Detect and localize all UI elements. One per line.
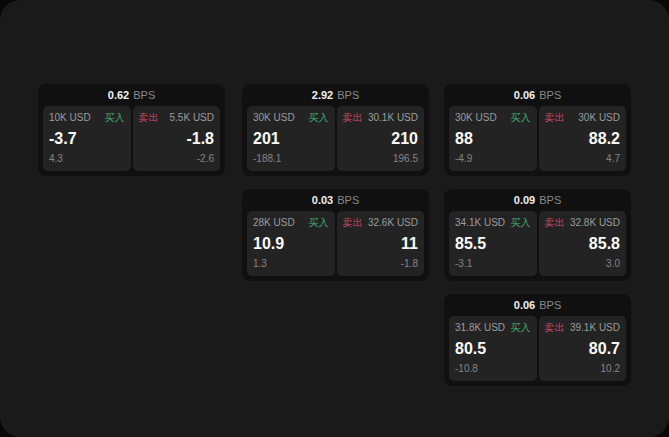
quote-card: 0.09 BPS 34.1K USD 买入 85.5 -3.1 卖出 32.8K… (444, 189, 631, 281)
buy-price: -3.7 (49, 131, 125, 147)
quote-card: 0.03 BPS 28K USD 买入 10.9 1.3 卖出 32.6K US… (242, 189, 429, 281)
bps-label: BPS (539, 299, 561, 311)
sell-sub-value: 3.0 (545, 258, 621, 269)
sell-size: 30.1K USD (368, 112, 418, 124)
buy-quote-panel[interactable]: 34.1K USD 买入 85.5 -3.1 (449, 211, 537, 276)
buy-quote-panel[interactable]: 10K USD 买入 -3.7 4.3 (43, 106, 131, 171)
sell-size: 5.5K USD (170, 112, 214, 124)
sell-label: 卖出 (139, 112, 159, 124)
sell-quote-panel[interactable]: 卖出 5.5K USD -1.8 -2.6 (133, 106, 221, 171)
buy-size: 30K USD (455, 112, 497, 124)
quote-card: 0.06 BPS 30K USD 买入 88 -4.9 卖出 30K USD 8… (444, 84, 631, 176)
buy-size: 28K USD (253, 217, 295, 229)
buy-sub-value: -188.1 (253, 153, 329, 164)
buy-quote-panel[interactable]: 30K USD 买入 201 -188.1 (247, 106, 335, 171)
sell-quote-panel[interactable]: 卖出 39.1K USD 80.7 10.2 (539, 316, 627, 381)
sell-price: 88.2 (545, 131, 621, 147)
buy-sub-value: -4.9 (455, 153, 531, 164)
sell-label: 卖出 (343, 112, 363, 124)
bps-label: BPS (133, 89, 155, 101)
quote-card: 0.62 BPS 10K USD 买入 -3.7 4.3 卖出 5.5K USD… (38, 84, 225, 176)
card-header: 0.03 BPS (247, 189, 424, 211)
sell-quote-panel[interactable]: 卖出 30.1K USD 210 196.5 (337, 106, 425, 171)
buy-quote-panel[interactable]: 30K USD 买入 88 -4.9 (449, 106, 537, 171)
buy-size: 30K USD (253, 112, 295, 124)
buy-label: 买入 (511, 112, 531, 124)
buy-price: 88 (455, 131, 531, 147)
sell-price: 210 (343, 131, 419, 147)
buy-label: 买入 (511, 217, 531, 229)
sell-price: 80.7 (545, 341, 621, 357)
bps-value: 0.06 (514, 89, 535, 101)
card-header: 0.06 BPS (449, 294, 626, 316)
buy-label: 买入 (309, 217, 329, 229)
sell-label: 卖出 (545, 217, 565, 229)
buy-label: 买入 (511, 322, 531, 334)
sell-size: 30K USD (578, 112, 620, 124)
quote-panels: 31.8K USD 买入 80.5 -10.8 卖出 39.1K USD 80.… (449, 316, 626, 381)
sell-sub-value: 10.2 (545, 363, 621, 374)
sell-size: 32.8K USD (570, 217, 620, 229)
bps-label: BPS (539, 194, 561, 206)
sell-sub-value: -1.8 (343, 258, 419, 269)
sell-quote-panel[interactable]: 卖出 30K USD 88.2 4.7 (539, 106, 627, 171)
bps-label: BPS (337, 194, 359, 206)
buy-size: 31.8K USD (455, 322, 505, 334)
sell-quote-panel[interactable]: 卖出 32.8K USD 85.8 3.0 (539, 211, 627, 276)
sell-label: 卖出 (545, 322, 565, 334)
buy-size: 10K USD (49, 112, 91, 124)
quote-panels: 10K USD 买入 -3.7 4.3 卖出 5.5K USD -1.8 -2.… (43, 106, 220, 171)
sell-label: 卖出 (343, 217, 363, 229)
bps-value: 0.62 (108, 89, 129, 101)
quote-panels: 30K USD 买入 88 -4.9 卖出 30K USD 88.2 4.7 (449, 106, 626, 171)
bps-value: 0.06 (514, 299, 535, 311)
sell-price: 11 (343, 236, 419, 252)
buy-price: 201 (253, 131, 329, 147)
card-header: 0.09 BPS (449, 189, 626, 211)
card-header: 0.06 BPS (449, 84, 626, 106)
sell-size: 32.6K USD (368, 217, 418, 229)
buy-quote-panel[interactable]: 28K USD 买入 10.9 1.3 (247, 211, 335, 276)
bps-label: BPS (337, 89, 359, 101)
buy-sub-value: 4.3 (49, 153, 125, 164)
buy-size: 34.1K USD (455, 217, 505, 229)
buy-sub-value: 1.3 (253, 258, 329, 269)
buy-sub-value: -10.8 (455, 363, 531, 374)
sell-quote-panel[interactable]: 卖出 32.6K USD 11 -1.8 (337, 211, 425, 276)
quote-card: 2.92 BPS 30K USD 买入 201 -188.1 卖出 30.1K … (242, 84, 429, 176)
card-header: 0.62 BPS (43, 84, 220, 106)
buy-price: 80.5 (455, 341, 531, 357)
sell-sub-value: 4.7 (545, 153, 621, 164)
bps-label: BPS (539, 89, 561, 101)
card-header: 2.92 BPS (247, 84, 424, 106)
sell-label: 卖出 (545, 112, 565, 124)
sell-sub-value: -2.6 (139, 153, 215, 164)
sell-sub-value: 196.5 (343, 153, 419, 164)
bps-value: 2.92 (312, 89, 333, 101)
buy-price: 10.9 (253, 236, 329, 252)
bps-value: 0.03 (312, 194, 333, 206)
quote-panels: 34.1K USD 买入 85.5 -3.1 卖出 32.8K USD 85.8… (449, 211, 626, 276)
buy-sub-value: -3.1 (455, 258, 531, 269)
quote-panels: 28K USD 买入 10.9 1.3 卖出 32.6K USD 11 -1.8 (247, 211, 424, 276)
quotes-board: 0.62 BPS 10K USD 买入 -3.7 4.3 卖出 5.5K USD… (0, 0, 669, 437)
sell-price: -1.8 (139, 131, 215, 147)
buy-price: 85.5 (455, 236, 531, 252)
bps-value: 0.09 (514, 194, 535, 206)
sell-price: 85.8 (545, 236, 621, 252)
buy-label: 买入 (309, 112, 329, 124)
quote-card: 0.06 BPS 31.8K USD 买入 80.5 -10.8 卖出 39.1… (444, 294, 631, 386)
buy-quote-panel[interactable]: 31.8K USD 买入 80.5 -10.8 (449, 316, 537, 381)
quote-panels: 30K USD 买入 201 -188.1 卖出 30.1K USD 210 1… (247, 106, 424, 171)
sell-size: 39.1K USD (570, 322, 620, 334)
buy-label: 买入 (105, 112, 125, 124)
